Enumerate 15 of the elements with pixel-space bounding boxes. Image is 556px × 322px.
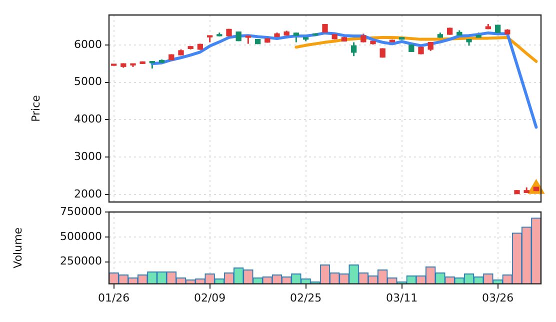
- x-tick-label: 03/11: [386, 291, 418, 304]
- y-tick-label: 750000: [60, 204, 102, 218]
- y-axis-title: Price: [29, 94, 42, 122]
- x-tick-label: 02/25: [290, 291, 322, 304]
- x-tick-label: 01/26: [98, 291, 130, 304]
- y-tick-label: 3000: [74, 150, 102, 163]
- x-tick-label: 02/09: [194, 291, 226, 304]
- y-tick-label: 5000: [74, 75, 102, 88]
- y-tick-label: 500000: [60, 230, 102, 243]
- y-tick-label: 250000: [60, 254, 102, 268]
- x-tick-label: 03/26: [482, 291, 514, 304]
- y-tick-label: 4000: [74, 112, 102, 126]
- y-tick-label: 6000: [74, 38, 102, 51]
- y-tick-label: 2000: [74, 187, 102, 200]
- y-axis-title: Volume: [11, 227, 24, 268]
